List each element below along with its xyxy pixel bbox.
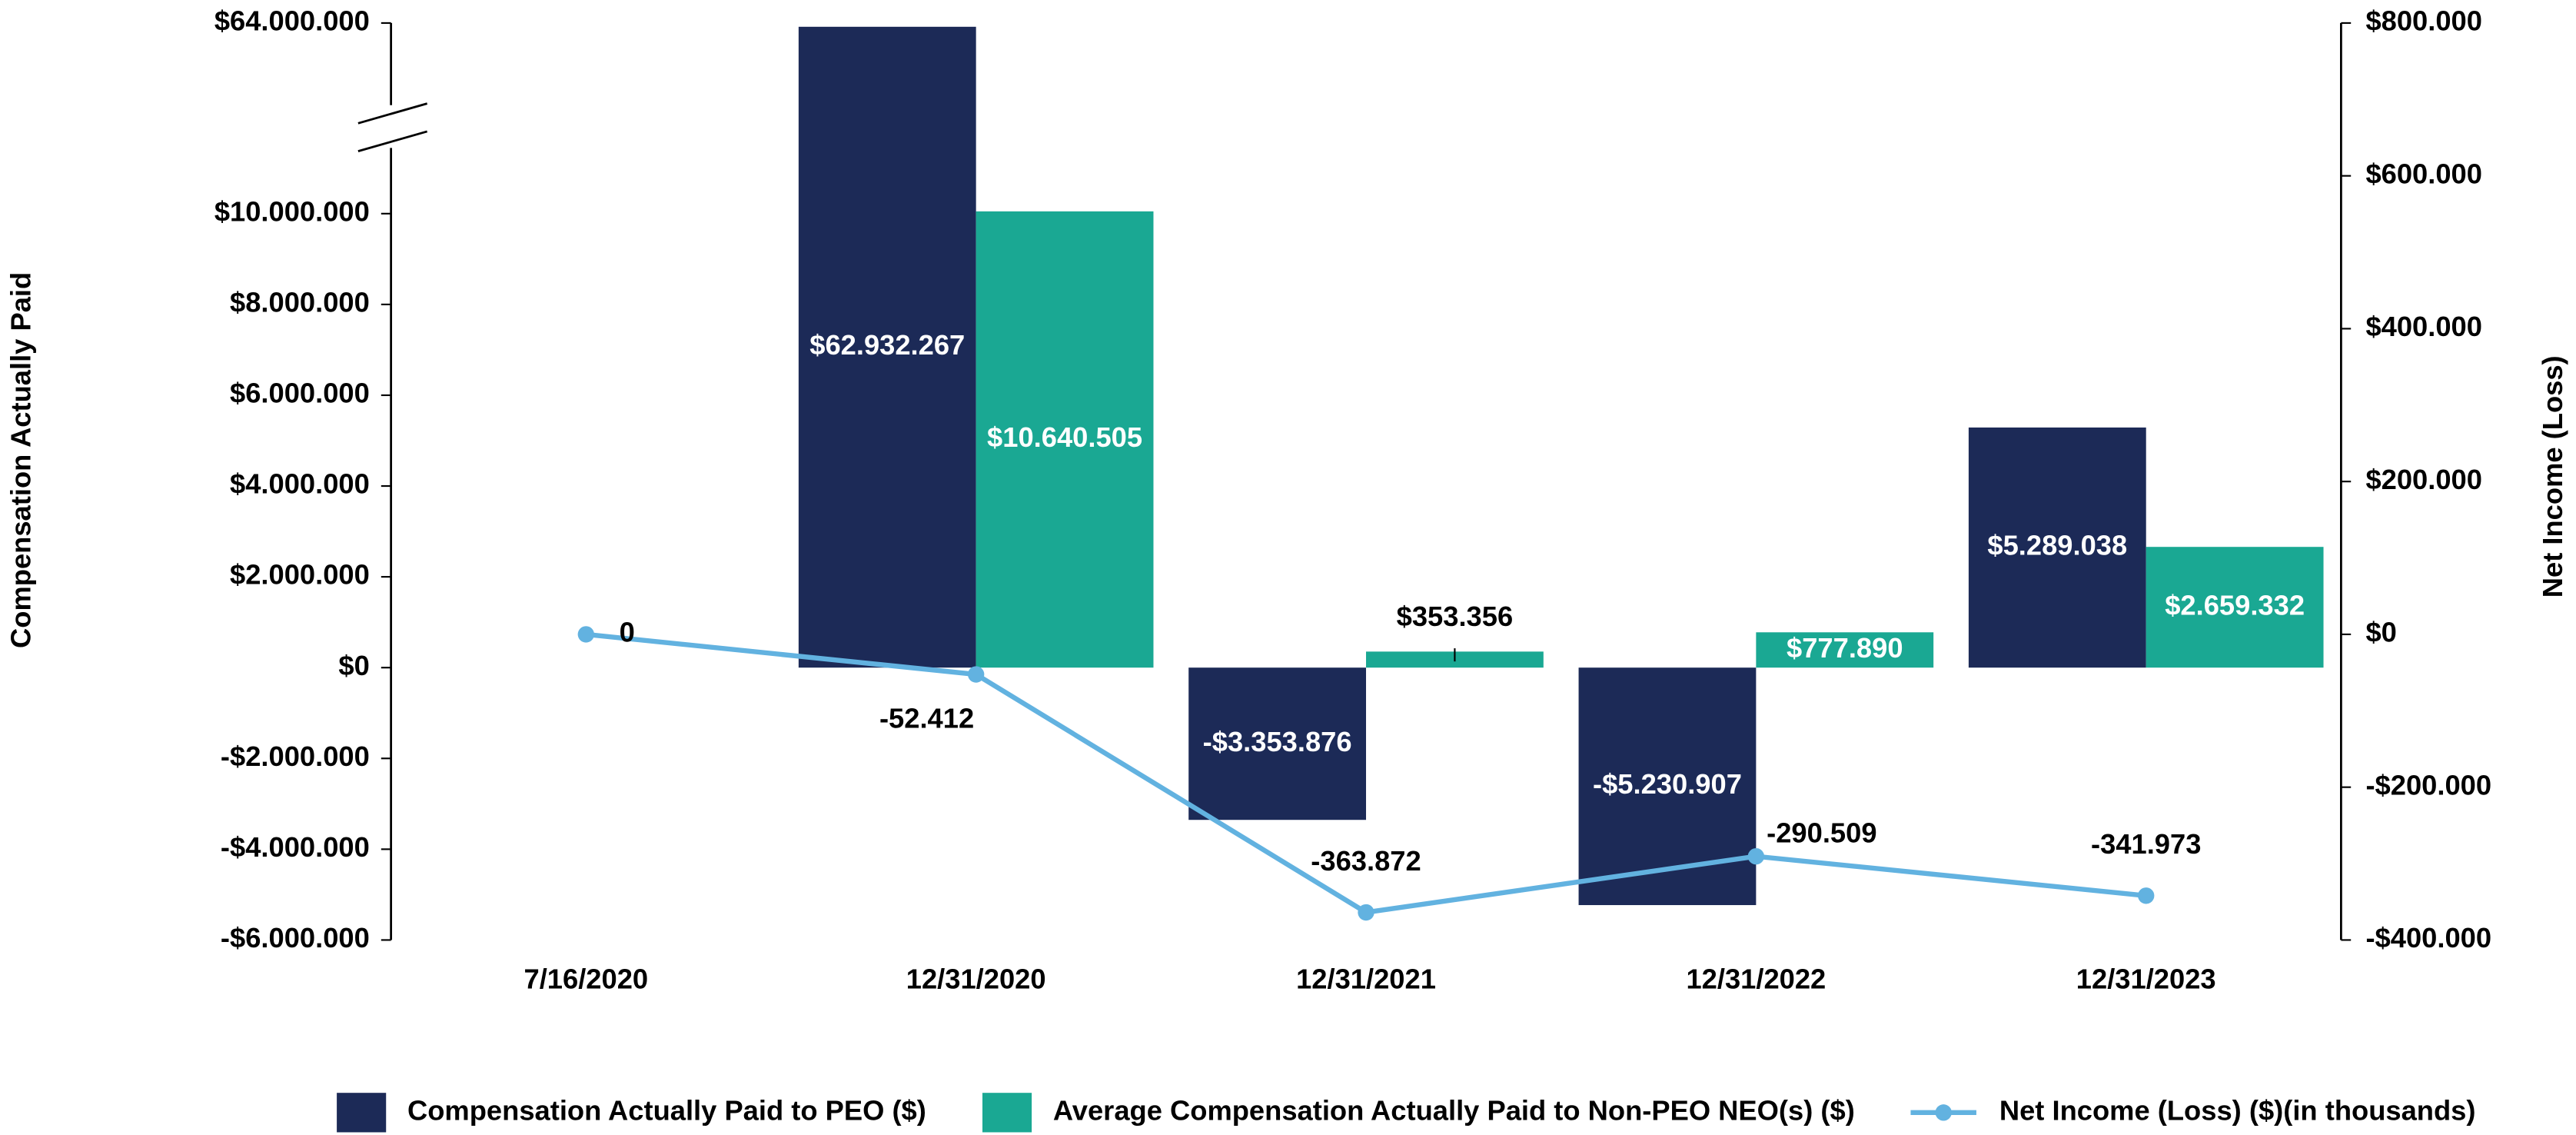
axis-break-mark	[357, 130, 428, 152]
y-tick-label: $2.000.000	[230, 559, 370, 591]
line-marker	[2138, 887, 2155, 904]
y2-tick-label: $0	[2365, 617, 2396, 648]
data-label: $353.356	[1397, 601, 1514, 632]
y2-tick-label: $800.000	[2365, 5, 2482, 37]
y2-tick-label: $600.000	[2365, 158, 2482, 189]
data-label: $62.932.267	[809, 329, 965, 361]
y-tick-label: $4.000.000	[230, 468, 370, 500]
x-tick-label: 12/31/2021	[1296, 963, 1436, 994]
line-marker	[1358, 904, 1374, 921]
x-tick-label: 12/31/2020	[906, 963, 1046, 994]
y-tick-label: -$6.000.000	[221, 922, 370, 954]
bar	[1756, 632, 1934, 668]
bar	[2146, 547, 2324, 668]
y2-tick-label: -$200.000	[2365, 769, 2491, 800]
y-tick-label: $0	[338, 650, 369, 681]
legend-label: Average Compensation Actually Paid to No…	[1053, 1094, 1855, 1126]
data-label: -52.412	[879, 702, 974, 734]
bar	[798, 26, 976, 668]
y-tick-label: $6.000.000	[230, 378, 370, 409]
data-label: $5.289.038	[1987, 530, 2127, 561]
axis-break-mark	[357, 102, 428, 125]
legend-swatch	[337, 1093, 387, 1133]
data-label: -$3.353.876	[1203, 726, 1352, 757]
data-label: -$5.230.907	[1593, 768, 1742, 800]
y-axis-title: Compensation Actually Paid	[5, 272, 37, 648]
data-label: 0	[620, 617, 635, 648]
legend-label: Net Income (Loss) ($)(in thousands)	[1999, 1094, 2476, 1126]
line-marker	[1747, 847, 1765, 865]
y-tick-label: $10.000.000	[214, 195, 370, 227]
legend-label: Compensation Actually Paid to PEO ($)	[407, 1094, 926, 1126]
data-label: -363.872	[1311, 845, 1421, 877]
data-label: -290.509	[1767, 817, 1876, 848]
bar	[1968, 427, 2146, 668]
y2-tick-label: $400.000	[2365, 311, 2482, 342]
y-tick-label: $8.000.000	[230, 286, 370, 318]
x-tick-label: 12/31/2022	[1686, 963, 1826, 994]
legend-marker	[1935, 1104, 1952, 1121]
data-label: -341.973	[2091, 828, 2201, 860]
bar	[1578, 667, 1757, 906]
y-tick-label: -$2.000.000	[221, 741, 370, 772]
data-label: $2.659.332	[2165, 589, 2305, 621]
x-tick-label: 12/31/2023	[2076, 963, 2216, 994]
line-marker	[577, 626, 594, 643]
line-marker	[967, 666, 985, 683]
y2-tick-label: -$400.000	[2365, 922, 2491, 954]
y-tick-label: $64.000.000	[214, 5, 370, 37]
y2-axis-title: Net Income (Loss)	[2537, 355, 2568, 597]
data-label: $777.890	[1787, 632, 1903, 664]
legend-swatch	[982, 1093, 1032, 1133]
y-tick-label: -$4.000.000	[221, 831, 370, 863]
y2-tick-label: $200.000	[2365, 464, 2482, 495]
data-label: $10.640.505	[987, 421, 1142, 453]
bar	[976, 211, 1154, 668]
x-tick-label: 7/16/2020	[524, 963, 648, 994]
bar	[1188, 667, 1367, 820]
